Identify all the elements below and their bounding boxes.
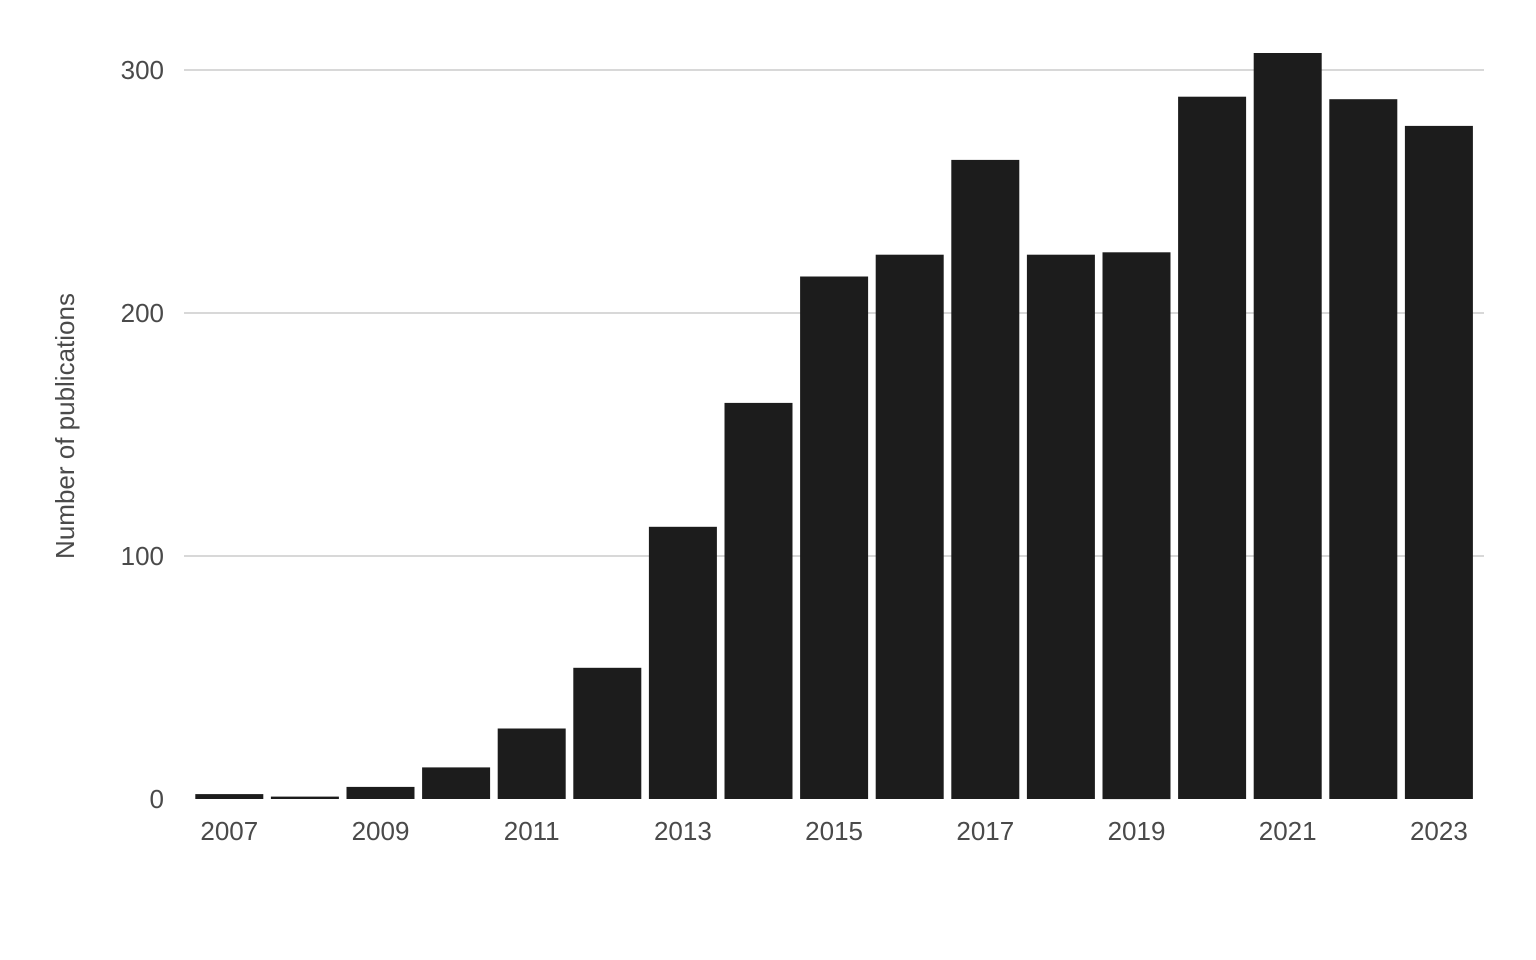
bar-2018 — [1026, 254, 1095, 799]
y-tick-label: 100 — [121, 541, 164, 571]
bar-2019 — [1102, 252, 1171, 800]
x-axis-ticks: 2007 2009 2011 2013 2015 2017 2019 2021 2023 — [200, 816, 1467, 846]
bars — [195, 53, 1473, 800]
bar-2009 — [346, 786, 415, 799]
x-tick-label: 2009 — [352, 816, 410, 846]
bar-2015 — [800, 276, 869, 799]
bar-2023 — [1404, 125, 1473, 799]
y-axis-ticks: 0 100 200 300 — [121, 55, 164, 814]
bar-2021 — [1253, 53, 1322, 799]
y-tick-label: 0 — [150, 784, 164, 814]
bar-2012 — [573, 667, 642, 799]
bar-2010 — [422, 767, 491, 799]
bar-2013 — [648, 526, 717, 799]
x-tick-label: 2023 — [1410, 816, 1468, 846]
x-tick-label: 2007 — [200, 816, 258, 846]
bar-2022 — [1329, 99, 1398, 799]
x-tick-label: 2015 — [805, 816, 863, 846]
bar-2007 — [195, 794, 264, 799]
x-tick-label: 2017 — [956, 816, 1014, 846]
y-tick-label: 200 — [121, 298, 164, 328]
bar-2016 — [875, 254, 944, 799]
x-tick-label: 2011 — [504, 816, 560, 846]
bar-2017 — [951, 159, 1020, 799]
x-tick-label: 2019 — [1108, 816, 1166, 846]
x-tick-label: 2021 — [1259, 816, 1317, 846]
bar-2011 — [497, 728, 566, 799]
y-axis-title: Number of publications — [50, 293, 80, 559]
bar-2020 — [1178, 96, 1247, 799]
y-tick-label: 300 — [121, 55, 164, 85]
bar-2008 — [270, 796, 339, 799]
x-tick-label: 2013 — [654, 816, 712, 846]
bar-2014 — [724, 402, 793, 799]
